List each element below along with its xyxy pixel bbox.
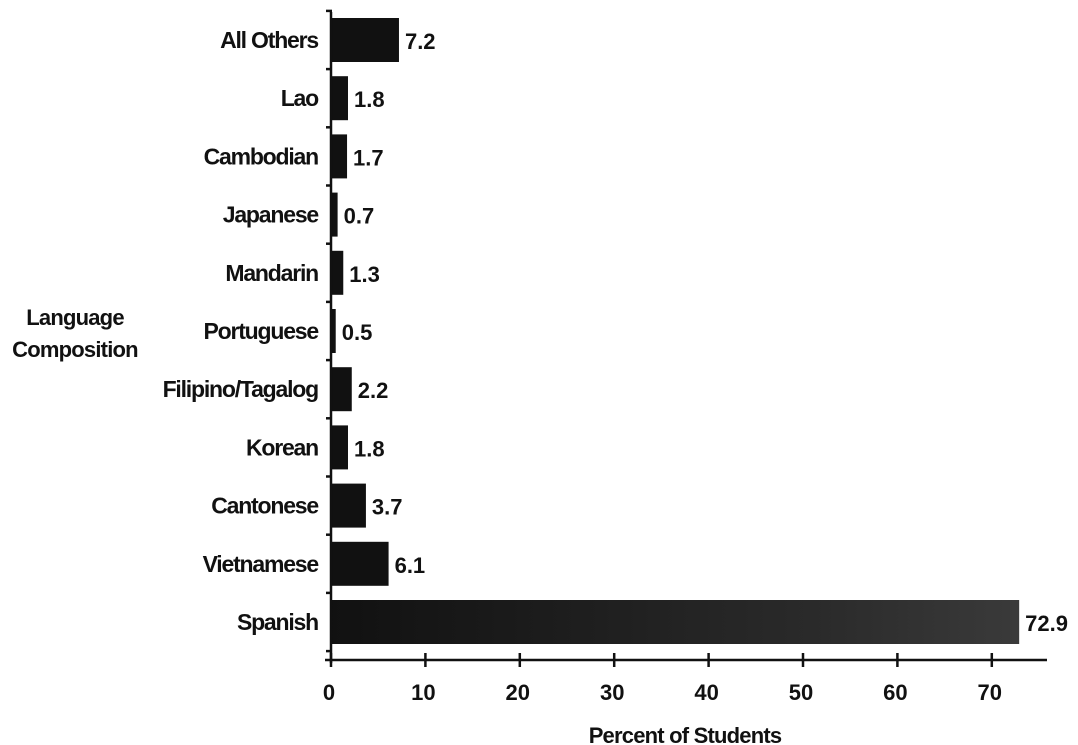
x-tick-label: 50 (789, 680, 813, 705)
value-label: 2.2 (358, 378, 389, 403)
bar (331, 600, 1020, 644)
bar (331, 367, 352, 412)
value-label: 7.2 (405, 29, 436, 54)
value-label: 0.5 (342, 320, 373, 345)
x-tick-label: 30 (600, 680, 624, 705)
bar (331, 134, 348, 179)
bar (331, 18, 399, 62)
value-label: 6.1 (395, 553, 426, 578)
bar (331, 76, 348, 121)
x-axis-title: Percent of Students (589, 723, 782, 745)
x-tick-label: 40 (694, 680, 718, 705)
bar (331, 541, 389, 586)
category-label: Vietnamese (203, 551, 319, 577)
value-label: 1.8 (354, 436, 385, 461)
value-label: 1.3 (349, 262, 380, 287)
y-axis-title-line-2: Composition (12, 337, 138, 362)
category-label: Lao (281, 85, 319, 111)
category-label: Korean (246, 434, 318, 460)
category-label: Cantonese (211, 493, 318, 519)
value-label: 0.7 (344, 204, 375, 229)
bar (331, 192, 338, 237)
value-label: 1.7 (353, 145, 384, 170)
x-tick-label: 0 (323, 680, 335, 705)
category-label: Japanese (223, 202, 319, 228)
bar (331, 425, 348, 470)
x-tick-label: 60 (883, 680, 907, 705)
category-label: Mandarin (225, 260, 318, 286)
bar (331, 250, 344, 295)
y-axis-title-line-1: Language (26, 305, 124, 330)
x-tick-label: 70 (978, 680, 1002, 705)
value-label: 1.8 (354, 87, 385, 112)
bars-layer: All Others 7.2 Lao 1.8 Cambodian 1.7 Japanese 0… (163, 18, 1068, 644)
axis-layer: 0 10 20 30 40 50 60 70 (323, 9, 1047, 705)
category-label: Portuguese (203, 318, 318, 344)
x-tick-label: 10 (411, 680, 435, 705)
category-label: All Others (220, 27, 318, 53)
bar (331, 309, 336, 353)
x-tick-label: 20 (506, 680, 530, 705)
category-label: Filipino/Tagalog (163, 376, 319, 402)
category-label: Cambodian (204, 143, 319, 169)
bar (331, 483, 366, 528)
value-label: 72.9 (1025, 611, 1068, 636)
value-label: 3.7 (372, 495, 403, 520)
category-label: Spanish (237, 609, 318, 635)
